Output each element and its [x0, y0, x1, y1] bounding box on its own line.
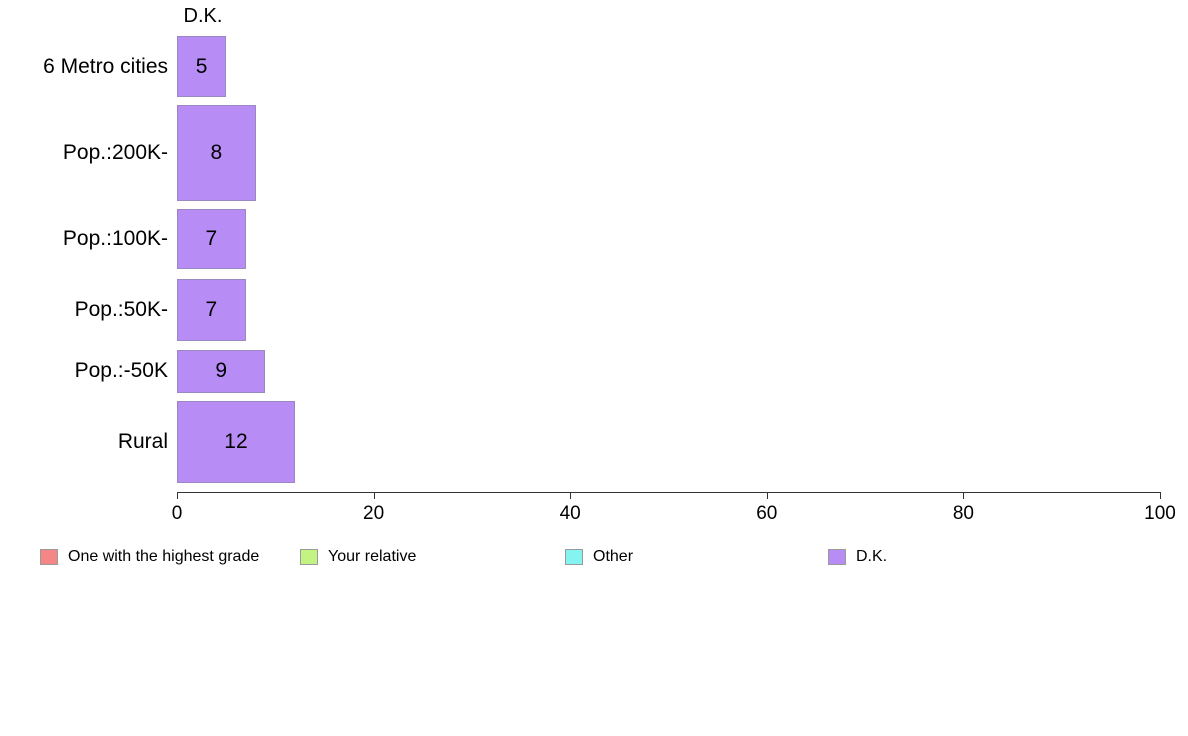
legend-label: D.K. [856, 548, 888, 565]
x-tick-label-80: 80 [952, 503, 974, 524]
x-tick-mark [766, 492, 768, 499]
bar-value-label: 9 [215, 359, 228, 383]
legend-label: Your relative [328, 548, 417, 565]
bar-pop-50k: 9 [177, 349, 266, 393]
legend-label: One with the highest grade [68, 548, 260, 565]
chart-title: D.K. [183, 5, 223, 27]
bar-rural: 12 [177, 400, 295, 483]
bar-pop-200k: 8 [177, 105, 256, 201]
legend-item-other: Other [565, 548, 633, 566]
bar-6-metro-cities: 5 [177, 36, 227, 97]
bar-value-label: 7 [205, 226, 218, 250]
category-label-pop-50k: Pop.:50K- [74, 298, 168, 321]
legend-label: Other [593, 548, 634, 565]
category-label-6-metro-cities: 6 Metro cities [43, 54, 168, 78]
bar-value-label: 8 [210, 140, 223, 164]
bar-value-label: 5 [195, 54, 208, 78]
category-label-rural: Rural [117, 429, 168, 453]
category-label-pop-100k: Pop.:100K- [62, 226, 168, 250]
legend-swatch-icon [565, 549, 583, 565]
x-tick-mark [177, 492, 178, 499]
category-label-pop-200k: Pop.:200K- [62, 140, 168, 164]
x-axis-line [177, 492, 1161, 493]
bar-pop-100k: 7 [177, 208, 246, 269]
bar-value-label: 12 [224, 429, 248, 453]
x-tick-mark [1160, 492, 1161, 499]
x-tick-label-20: 20 [363, 503, 385, 524]
x-tick-label-60: 60 [756, 503, 778, 524]
category-label-pop-50k: Pop.:-50K [74, 359, 168, 383]
legend-item-d-k: D.K. [828, 548, 887, 566]
legend-swatch-icon [40, 549, 58, 565]
bar-pop-50k: 7 [177, 279, 246, 341]
x-tick-mark [963, 492, 965, 499]
x-tick-label-100: 100 [1144, 503, 1176, 524]
legend-swatch-icon [300, 549, 318, 565]
bar-value-label: 7 [205, 298, 218, 321]
legend-swatch-icon [828, 549, 846, 565]
x-tick-label-40: 40 [559, 503, 581, 524]
legend-item-one-with-the-highest-grade: One with the highest grade [40, 548, 259, 566]
x-tick-mark [373, 492, 375, 499]
legend-item-your-relative: Your relative [300, 548, 416, 566]
x-tick-label-0: 0 [171, 503, 183, 524]
x-tick-mark [570, 492, 572, 499]
